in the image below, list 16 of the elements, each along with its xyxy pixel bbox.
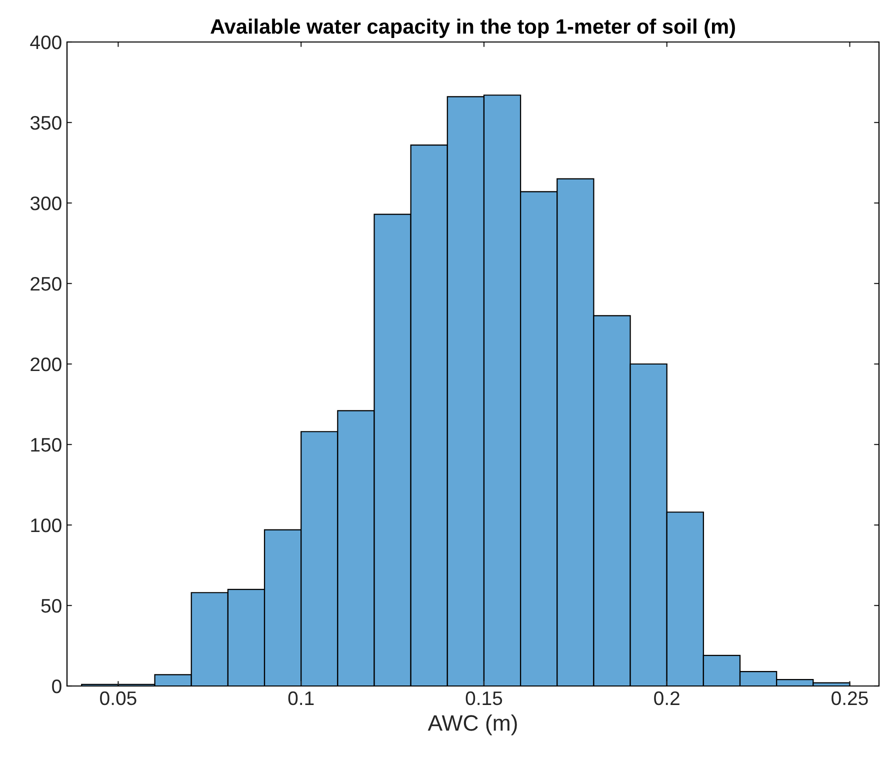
y-tick-label: 400 — [30, 35, 62, 50]
y-tick-label: 300 — [30, 196, 62, 210]
x-tick-label: 0.15 — [466, 691, 502, 706]
x-tick-label: 0.2 — [654, 691, 680, 706]
y-tick-label: 100 — [31, 518, 62, 532]
x-tick-label: 0.05 — [100, 691, 136, 706]
chart-title: Available water capacity in the top 1-meter of soil (m) — [210, 18, 735, 38]
y-tick-label: 150 — [31, 438, 62, 452]
x-tick-label: 0.25 — [832, 691, 868, 706]
x-axis-title: AWC (m) — [428, 714, 517, 736]
y-tick-label: 200 — [30, 357, 62, 372]
x-tick-label: 0.1 — [288, 691, 314, 706]
y-tick-label: 250 — [30, 276, 62, 291]
y-tick-label: 0 — [52, 679, 62, 694]
y-tick-label: 50 — [41, 598, 62, 613]
y-tick-label: 350 — [30, 116, 62, 130]
